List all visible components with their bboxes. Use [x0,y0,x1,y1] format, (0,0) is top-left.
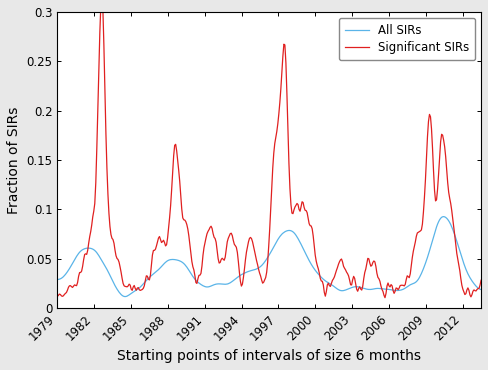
Significant SIRs [69,285,75,289]
Line: All SIRs: All SIRs [58,216,481,297]
Significant SIRs [265,259,271,264]
All SIRs [478,287,484,292]
Significant SIRs [478,278,484,282]
All SIRs [405,285,410,289]
All SIRs [244,270,250,274]
Significant SIRs [406,275,411,279]
Significant SIRs [462,292,468,297]
All SIRs [462,264,468,269]
All SIRs [265,255,271,260]
X-axis label: Starting points of intervals of size 6 months: Starting points of intervals of size 6 m… [117,349,421,363]
All SIRs [69,263,75,268]
All SIRs [55,278,61,282]
Legend: All SIRs, Significant SIRs: All SIRs, Significant SIRs [339,18,475,60]
All SIRs [122,295,128,299]
Significant SIRs [244,245,250,249]
Significant SIRs [382,296,388,300]
All SIRs [441,214,447,219]
Significant SIRs [197,273,203,278]
Line: Significant SIRs: Significant SIRs [58,0,481,298]
Y-axis label: Fraction of SIRs: Fraction of SIRs [7,107,21,214]
Significant SIRs [55,294,61,299]
All SIRs [197,282,203,286]
